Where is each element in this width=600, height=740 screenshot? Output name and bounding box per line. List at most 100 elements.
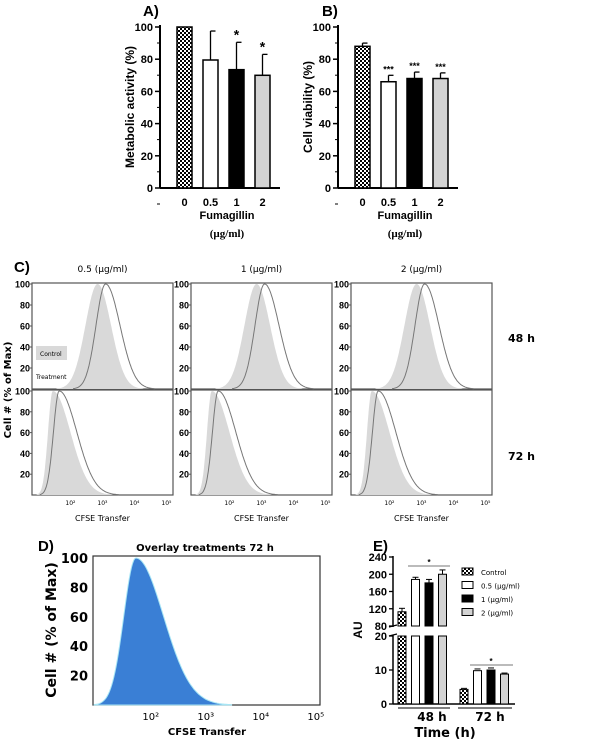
y-tick-label: 100 [135,22,153,34]
panel-label: D) [38,538,54,555]
control-histogram [195,391,272,495]
bar-lower [411,635,420,705]
x-axis-label: Time (h) [414,726,475,740]
x-tick-label: 2 [259,197,265,209]
panel-d: D) Overlay treatments 72 h 100 80 60 40 20 10² 1… [38,538,324,738]
significance-marker: * [427,558,431,567]
x-tick-label: 1 [411,197,417,209]
y-tick-label: 20 [70,670,88,685]
x-axis-unit: (µg/ml) [388,228,423,240]
x-tick-label: 10⁴ [288,500,299,507]
bar-lower [438,635,447,705]
significance-marker: *** [409,61,420,71]
y-tick-label: 100 [334,387,349,397]
bar [486,669,496,705]
panel-e: E) 80 120 160 200 240 0 10 20 AU 48 h 72 h * * Time (h… [351,538,520,740]
bar [432,77,449,189]
x-tick-label: 10⁵ [307,712,324,723]
y-tick-label: 60 [179,322,189,332]
column-title: 0.5 (µg/ml) [78,265,128,275]
legend-label: 2 (µg/ml) [481,610,513,618]
bar [380,80,397,189]
y-tick-label: 20 [179,364,189,374]
panel-label: C) [14,259,30,276]
y-axis-label: Metabolic activity (%) [123,46,137,168]
control-histogram [56,284,144,389]
y-tick-label: 80 [339,301,349,311]
y-tick-label: 40 [20,449,30,459]
panel-b: B) 0 20 40 60 80 100 Cell viability (%) 0 *** 0.5 *… [301,3,458,240]
bar [473,670,482,705]
row-label: 48 h [508,332,535,345]
y-tick-label: 60 [179,428,189,438]
panel-label: B) [322,3,338,20]
bar [406,77,423,189]
y-tick-label: 60 [141,86,153,98]
y-tick-label: 80 [319,54,331,66]
y-tick-label: 60 [339,322,349,332]
x-tick-label: 10⁵ [161,500,172,507]
x-tick-label: 10³ [416,500,427,507]
treatment-histogram [72,283,155,390]
panel-label: A) [143,3,159,20]
x-axis-label: Fumagillin [378,210,433,222]
y-axis-label: Cell # (% of Max) [44,562,60,698]
y-tick-label: 60 [70,611,88,626]
x-tick-label: 10² [142,712,159,723]
y-tick-label: 100 [15,280,30,290]
panel-c: C) Cell # (% of Max) 0.5 (µg/ml) 100 80 60 40 2… [3,259,535,523]
x-tick-label: 10⁴ [129,500,140,507]
legend-swatch [461,594,474,603]
y-tick-label: 20 [339,364,349,374]
control-histogram [375,284,463,389]
bar-upper [424,582,434,627]
y-tick-label: 100 [15,387,30,397]
y-tick-label: 100 [174,280,189,290]
y-tick-label: 40 [339,449,349,459]
treatment-histogram [231,283,314,390]
treatment-histogram [39,390,120,496]
x-tick-label: 10⁴ [448,500,459,507]
legend-label: 0.5 (µg/ml) [481,583,520,591]
y-tick-label: 80 [179,301,189,311]
significance-marker: * [489,657,493,666]
y-tick-label: 80 [375,621,387,633]
y-tick-label: 0 [147,183,153,195]
bar-upper [438,573,447,627]
x-tick-label: 0 [181,197,187,209]
legend-swatch [461,608,474,616]
y-tick-label: 0 [325,183,331,195]
legend-label: Control [481,569,506,577]
significance-marker: *** [435,62,446,72]
y-tick-label: 160 [369,587,387,599]
bar-lower [424,635,434,705]
y-axis-label: Cell viability (%) [301,61,315,153]
y-tick-label: 200 [369,569,387,581]
y-tick-label: 120 [369,604,387,616]
y-tick-label: 80 [339,407,349,417]
bar [354,45,371,189]
treatment-histogram [391,283,474,390]
bar [254,74,271,189]
x-tick-label: 48 h [417,710,446,724]
bar [228,68,245,189]
x-axis-label: CFSE Transfer [75,514,131,523]
chart-title: Overlay treatments 72 h [136,543,274,554]
y-tick-label: 240 [369,552,387,564]
legend-control-label: Control [40,351,62,358]
x-tick-label: 72 h [475,710,504,724]
y-tick-label: 40 [141,119,153,131]
y-tick-label: 40 [339,343,349,353]
significance-marker: * [260,38,266,54]
x-tick-label: 10⁵ [480,500,491,507]
control-histogram [215,284,303,389]
treatment-histogram [198,390,279,496]
x-axis-label: CFSE Transfer [168,727,246,738]
y-tick-label: 20 [141,151,153,163]
legend-treatment-label: Treatment [35,374,67,381]
bar-upper [397,611,407,627]
x-tick-label: 1 [233,197,239,209]
y-tick-label: 100 [334,280,349,290]
column-title: 2 (µg/ml) [401,265,442,275]
y-tick-label: 100 [313,22,331,34]
